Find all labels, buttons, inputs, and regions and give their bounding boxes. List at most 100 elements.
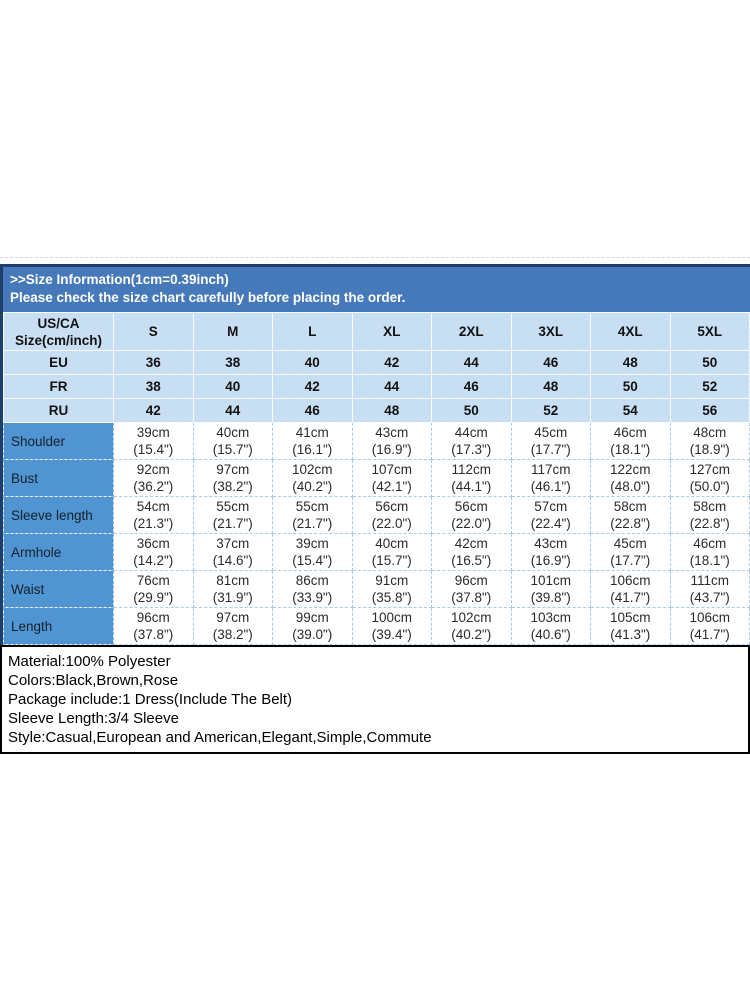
cell: 86cm (33.9") xyxy=(272,570,353,608)
cm-value: 55cm xyxy=(216,499,250,514)
cell: 97cm (38.2") xyxy=(192,459,273,497)
cm-value: 86cm xyxy=(295,573,329,588)
table-row-ru: RU 42 44 46 48 50 52 54 56 xyxy=(3,398,750,423)
cell: 96cm (37.8") xyxy=(431,570,512,608)
cm-value: 99cm xyxy=(295,610,329,625)
size-header-5xl: 5XL xyxy=(669,312,750,351)
cell: 103cm (40.6") xyxy=(510,607,591,645)
row-label: FR xyxy=(3,374,114,399)
cm-value: 117cm xyxy=(530,462,571,477)
cm-value: 102cm xyxy=(291,462,333,477)
table-row-length: Length 96cm (37.8") 97cm (38.2") 99cm (39.0… xyxy=(3,607,750,645)
cell: 45cm (17.7") xyxy=(510,422,591,460)
cm-value: 91cm xyxy=(375,573,409,588)
inch-value: (38.2") xyxy=(212,479,253,494)
cell: 56cm (22.0") xyxy=(431,496,512,534)
cell: 96cm (37.8") xyxy=(113,607,194,645)
cell: 52 xyxy=(510,398,591,423)
size-chart-title-bar: >>Size Information(1cm=0.39inch) Please … xyxy=(3,264,750,312)
cell: 46 xyxy=(272,398,353,423)
row-label: Shoulder xyxy=(3,422,114,460)
inch-value: (15.4") xyxy=(292,553,333,568)
cm-value: 39cm xyxy=(136,425,170,440)
corner-header-line1: US/CA xyxy=(37,315,80,331)
cell: 52 xyxy=(669,374,750,399)
info-line-style: Style:Casual,European and American,Elega… xyxy=(8,729,432,746)
cm-value: 40cm xyxy=(375,536,409,551)
row-label: RU xyxy=(3,398,114,423)
inch-value: (17.7") xyxy=(530,442,571,457)
cell: 48 xyxy=(510,374,591,399)
cm-value: 96cm xyxy=(454,573,488,588)
info-line-material: Material:100% Polyester xyxy=(8,653,171,670)
cell: 99cm (39.0") xyxy=(272,607,353,645)
corner-header: US/CA Size(cm/inch) xyxy=(3,312,114,351)
inch-value: (44.1") xyxy=(451,479,492,494)
inch-value: (40.6") xyxy=(530,627,571,642)
cell: 101cm (39.8") xyxy=(510,570,591,608)
cell: 112cm (44.1") xyxy=(431,459,512,497)
inch-value: (41.7") xyxy=(610,590,651,605)
cell: 57cm (22.4") xyxy=(510,496,591,534)
cm-value: 103cm xyxy=(530,610,572,625)
size-header-3xl: 3XL xyxy=(510,312,591,351)
cell: 106cm (41.7") xyxy=(590,570,671,608)
size-header-m: M xyxy=(192,312,273,351)
inch-value: (21.7") xyxy=(212,516,253,531)
inch-value: (22.4") xyxy=(530,516,571,531)
cm-value: 41cm xyxy=(295,425,329,440)
cm-value: 92cm xyxy=(136,462,170,477)
cm-value: 48cm xyxy=(693,425,727,440)
inch-value: (22.8") xyxy=(689,516,730,531)
cell: 46cm (18.1") xyxy=(590,422,671,460)
cell: 46cm (18.1") xyxy=(669,533,750,571)
cm-value: 56cm xyxy=(454,499,488,514)
size-chart: >>Size Information(1cm=0.39inch) Please … xyxy=(0,264,750,645)
cell: 56cm (22.0") xyxy=(351,496,432,534)
cell: 40 xyxy=(192,374,273,399)
cm-value: 58cm xyxy=(693,499,727,514)
cell: 92cm (36.2") xyxy=(113,459,194,497)
cell: 43cm (16.9") xyxy=(510,533,591,571)
cell: 58cm (22.8") xyxy=(590,496,671,534)
cm-value: 37cm xyxy=(216,536,250,551)
table-row-fr: FR 38 40 42 44 46 48 50 52 xyxy=(3,374,750,399)
cm-value: 57cm xyxy=(534,499,568,514)
cm-value: 81cm xyxy=(216,573,250,588)
inch-value: (18.1") xyxy=(610,442,651,457)
cell: 107cm (42.1") xyxy=(351,459,432,497)
corner-header-line2: Size(cm/inch) xyxy=(14,332,103,348)
cell: 38 xyxy=(192,350,273,375)
table-row-waist: Waist 76cm (29.9") 81cm (31.9") 86cm (33.9"… xyxy=(3,570,750,608)
cm-value: 46cm xyxy=(613,425,647,440)
cm-value: 127cm xyxy=(689,462,731,477)
inch-value: (37.8") xyxy=(451,590,492,605)
cm-value: 76cm xyxy=(136,573,170,588)
cell: 44 xyxy=(431,350,512,375)
cell: 43cm (16.9") xyxy=(351,422,432,460)
cell: 100cm (39.4") xyxy=(351,607,432,645)
cm-value: 54cm xyxy=(136,499,170,514)
inch-value: (15.7") xyxy=(212,442,253,457)
title-line-1: >>Size Information(1cm=0.39inch) xyxy=(10,272,229,287)
inch-value: (50.0") xyxy=(689,479,730,494)
cm-value: 43cm xyxy=(534,536,568,551)
row-label: Armhole xyxy=(3,533,114,571)
cell: 58cm (22.8") xyxy=(669,496,750,534)
cell: 44cm (17.3") xyxy=(431,422,512,460)
cell: 76cm (29.9") xyxy=(113,570,194,608)
cell: 54 xyxy=(590,398,671,423)
cell: 40cm (15.7") xyxy=(192,422,273,460)
cell: 50 xyxy=(590,374,671,399)
cm-value: 56cm xyxy=(375,499,409,514)
cm-value: 97cm xyxy=(216,610,250,625)
cell: 117cm (46.1") xyxy=(510,459,591,497)
inch-value: (40.2") xyxy=(292,479,333,494)
cm-value: 43cm xyxy=(375,425,409,440)
cell: 36cm (14.2") xyxy=(113,533,194,571)
inch-value: (22.0") xyxy=(451,516,492,531)
row-label: Length xyxy=(3,607,114,645)
cell: 50 xyxy=(669,350,750,375)
inch-value: (18.1") xyxy=(689,553,730,568)
cm-value: 40cm xyxy=(216,425,250,440)
